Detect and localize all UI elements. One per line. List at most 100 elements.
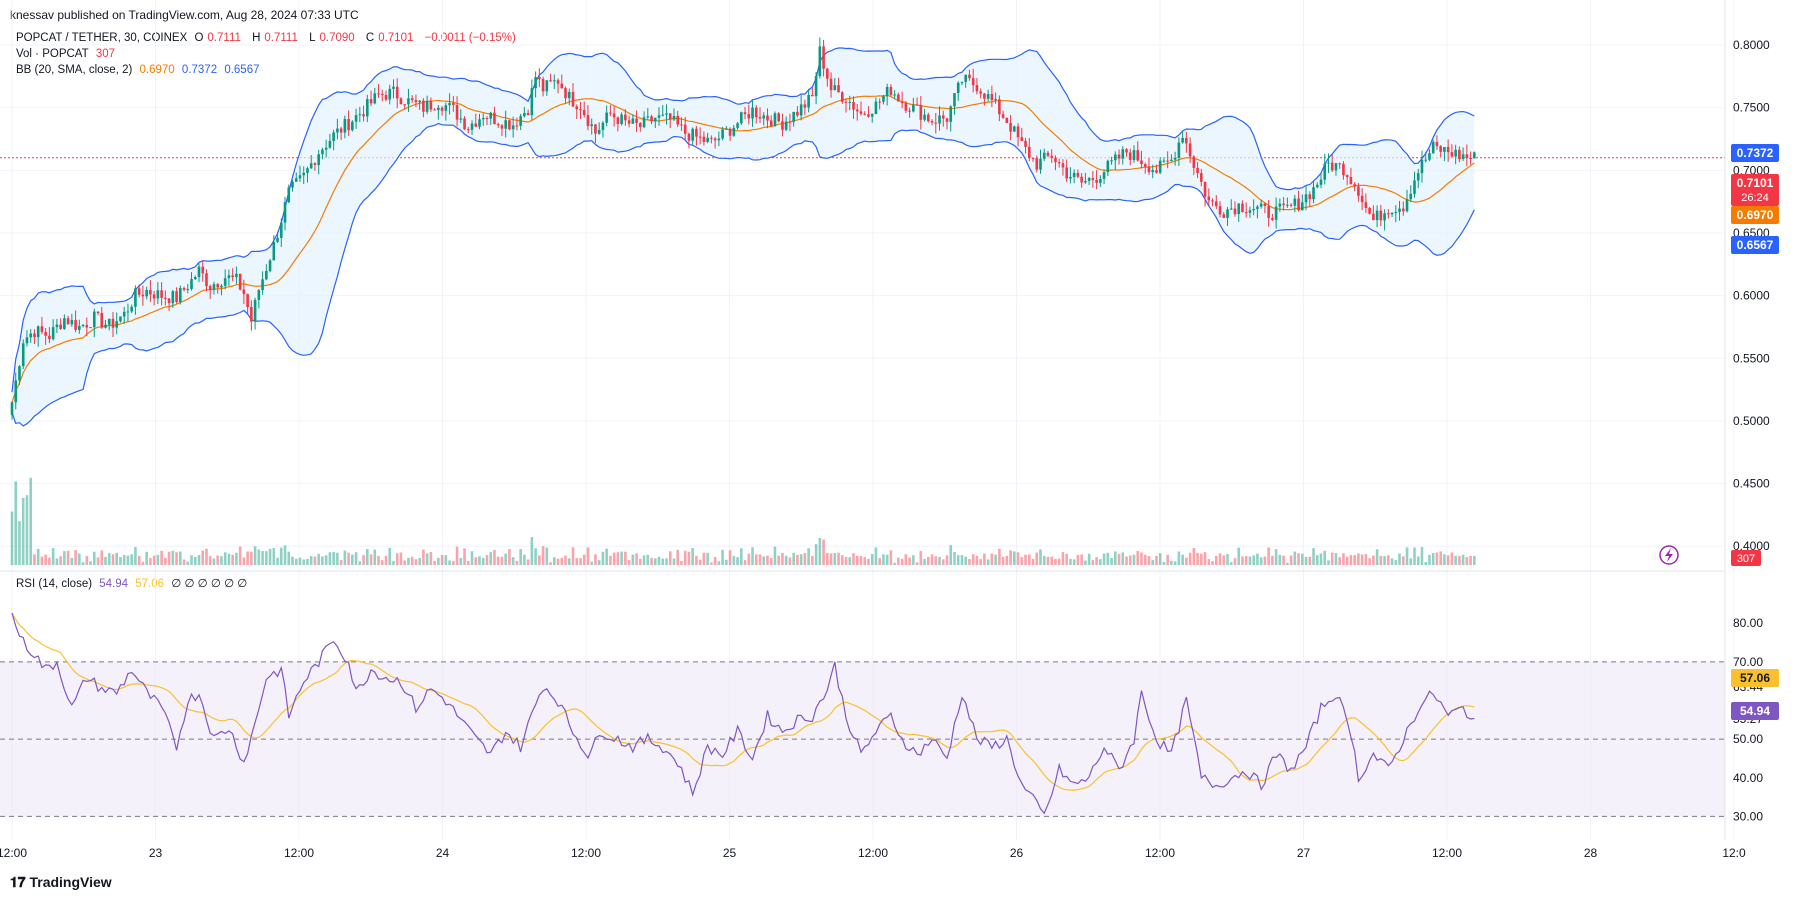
tradingview-logo-text: TradingView: [29, 874, 112, 890]
candle-body: [1379, 210, 1383, 221]
candle-body: [964, 74, 967, 82]
candle-body: [908, 110, 911, 112]
volume-bar: [945, 555, 949, 565]
candle-body: [627, 120, 631, 124]
candle-body: [1046, 152, 1050, 156]
volume-bar: [100, 550, 104, 565]
low-value: 0.7090: [319, 32, 355, 44]
volume-bar: [1428, 554, 1431, 565]
candle-body: [751, 107, 754, 119]
candle-body: [336, 128, 339, 133]
candle-body: [1106, 160, 1110, 173]
volume-bar: [373, 549, 377, 565]
volume-label[interactable]: Vol · POPCAT: [16, 48, 89, 60]
tradingview-logo[interactable]: 𝟏𝟕 TradingView: [10, 874, 112, 891]
volume-bar: [526, 559, 530, 565]
volume-bar: [1226, 554, 1229, 565]
candle-body: [822, 46, 825, 69]
candle-body: [1087, 178, 1091, 181]
candle-body: [1420, 159, 1424, 174]
volume-bar: [1375, 549, 1379, 565]
volume-bar: [1469, 556, 1472, 565]
volume-bar: [1170, 560, 1173, 565]
volume-bar: [1465, 557, 1469, 565]
volume-bar: [1241, 556, 1244, 565]
rsi-label[interactable]: RSI (14, close): [16, 578, 93, 590]
candle-body: [1338, 163, 1341, 165]
volume-bar: [1192, 548, 1196, 565]
volume-bar: [395, 553, 399, 565]
volume-bar: [440, 554, 444, 565]
candle-body: [384, 95, 388, 100]
volume-bar: [1020, 556, 1024, 565]
volume-bar: [369, 554, 373, 565]
candle-body: [1031, 158, 1035, 160]
volume-bar: [601, 551, 605, 565]
candle-body: [504, 120, 507, 129]
volume-bar: [1181, 554, 1184, 565]
candle-body: [1001, 114, 1005, 118]
candle-body: [1405, 199, 1409, 212]
candle-body: [1102, 172, 1106, 179]
candle-body: [1409, 193, 1413, 200]
volume-bar: [444, 555, 448, 565]
candle-body: [40, 326, 44, 332]
candle-body: [796, 111, 799, 116]
volume-bar: [343, 550, 347, 565]
volume-bar: [698, 559, 702, 565]
volume-bar: [10, 511, 14, 565]
bb-lower-badge: 0.6567: [1731, 236, 1779, 254]
volume-bar: [624, 551, 627, 565]
candle-body: [1342, 163, 1345, 176]
volume-bar: [848, 557, 852, 565]
countdown-text: 26:24: [1741, 192, 1769, 204]
symbol-label[interactable]: POPCAT / TETHER, 30, COINEX: [16, 32, 188, 44]
bb-label[interactable]: BB (20, SMA, close, 2): [16, 64, 133, 76]
candle-body: [556, 80, 560, 84]
candle-body: [1244, 212, 1248, 214]
volume-bar: [747, 553, 751, 565]
volume-bar: [900, 558, 904, 565]
volume-bar: [1110, 558, 1113, 565]
lightning-icon[interactable]: [1659, 545, 1679, 565]
volume-bar: [51, 548, 55, 565]
candle-body: [1349, 176, 1353, 185]
volume-bar: [1424, 562, 1428, 565]
rsi-pane: [0, 612, 1725, 817]
volume-bar: [1372, 555, 1375, 565]
volume-bar: [609, 555, 612, 565]
volume-bar: [1117, 553, 1121, 565]
candle-body: [1469, 158, 1472, 160]
volume-bar: [366, 549, 369, 565]
candle-body: [167, 298, 171, 304]
candle-body: [294, 178, 298, 182]
volume-bar: [425, 553, 429, 565]
candle-body: [1050, 155, 1054, 158]
candle-body: [459, 118, 463, 120]
candle-body: [1461, 154, 1465, 159]
time-tick-label: 12:00: [0, 846, 27, 860]
volume-bar: [1237, 547, 1241, 565]
candle-body: [1233, 208, 1237, 215]
volume-bar: [429, 552, 433, 565]
volume-bar: [332, 551, 335, 565]
volume-bar: [1338, 557, 1341, 565]
volume-bar: [66, 550, 70, 565]
candle-body: [893, 94, 896, 96]
time-tick-label: 12:0: [1722, 846, 1746, 860]
candle-body: [612, 113, 616, 118]
volume-bar: [115, 552, 119, 565]
volume-bar: [811, 555, 814, 565]
volume-bar: [1282, 555, 1285, 565]
volume-bar: [680, 560, 683, 565]
candle-body: [538, 77, 541, 80]
rsi-line: [11, 612, 1475, 815]
candle-body: [1360, 195, 1364, 203]
volume-bar: [964, 556, 967, 565]
candle-body: [792, 111, 795, 122]
volume-bar: [1054, 558, 1057, 565]
candle-body: [1443, 147, 1446, 152]
candle-body: [1387, 213, 1390, 215]
volume-legend: Vol · POPCAT 307: [16, 48, 119, 60]
